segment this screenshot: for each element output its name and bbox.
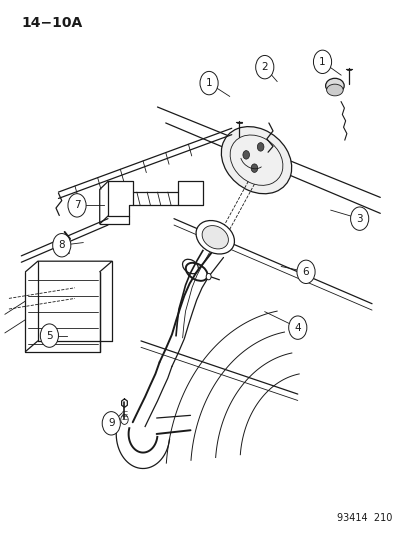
- Text: 14−10A: 14−10A: [21, 15, 82, 29]
- Text: 6: 6: [302, 267, 309, 277]
- Text: 4: 4: [294, 322, 300, 333]
- Circle shape: [52, 233, 71, 257]
- Text: 8: 8: [58, 240, 65, 250]
- Circle shape: [242, 151, 249, 159]
- Ellipse shape: [325, 78, 343, 93]
- Circle shape: [102, 411, 120, 435]
- Ellipse shape: [196, 221, 234, 254]
- Circle shape: [40, 324, 58, 348]
- Text: 7: 7: [74, 200, 80, 211]
- Circle shape: [255, 55, 273, 79]
- Circle shape: [288, 316, 306, 340]
- Circle shape: [68, 193, 86, 217]
- Text: 93414  210: 93414 210: [337, 513, 392, 523]
- Text: 3: 3: [356, 214, 362, 224]
- Ellipse shape: [221, 127, 291, 194]
- Ellipse shape: [326, 84, 342, 96]
- Circle shape: [313, 50, 331, 74]
- Text: 5: 5: [46, 330, 52, 341]
- Ellipse shape: [202, 225, 228, 249]
- Circle shape: [350, 207, 368, 230]
- Circle shape: [206, 273, 211, 280]
- Circle shape: [251, 164, 257, 172]
- Circle shape: [257, 143, 263, 151]
- Circle shape: [199, 71, 218, 95]
- Circle shape: [296, 260, 314, 284]
- Text: 1: 1: [318, 57, 325, 67]
- Text: 1: 1: [205, 78, 212, 88]
- Text: 2: 2: [261, 62, 268, 72]
- Text: 9: 9: [108, 418, 114, 429]
